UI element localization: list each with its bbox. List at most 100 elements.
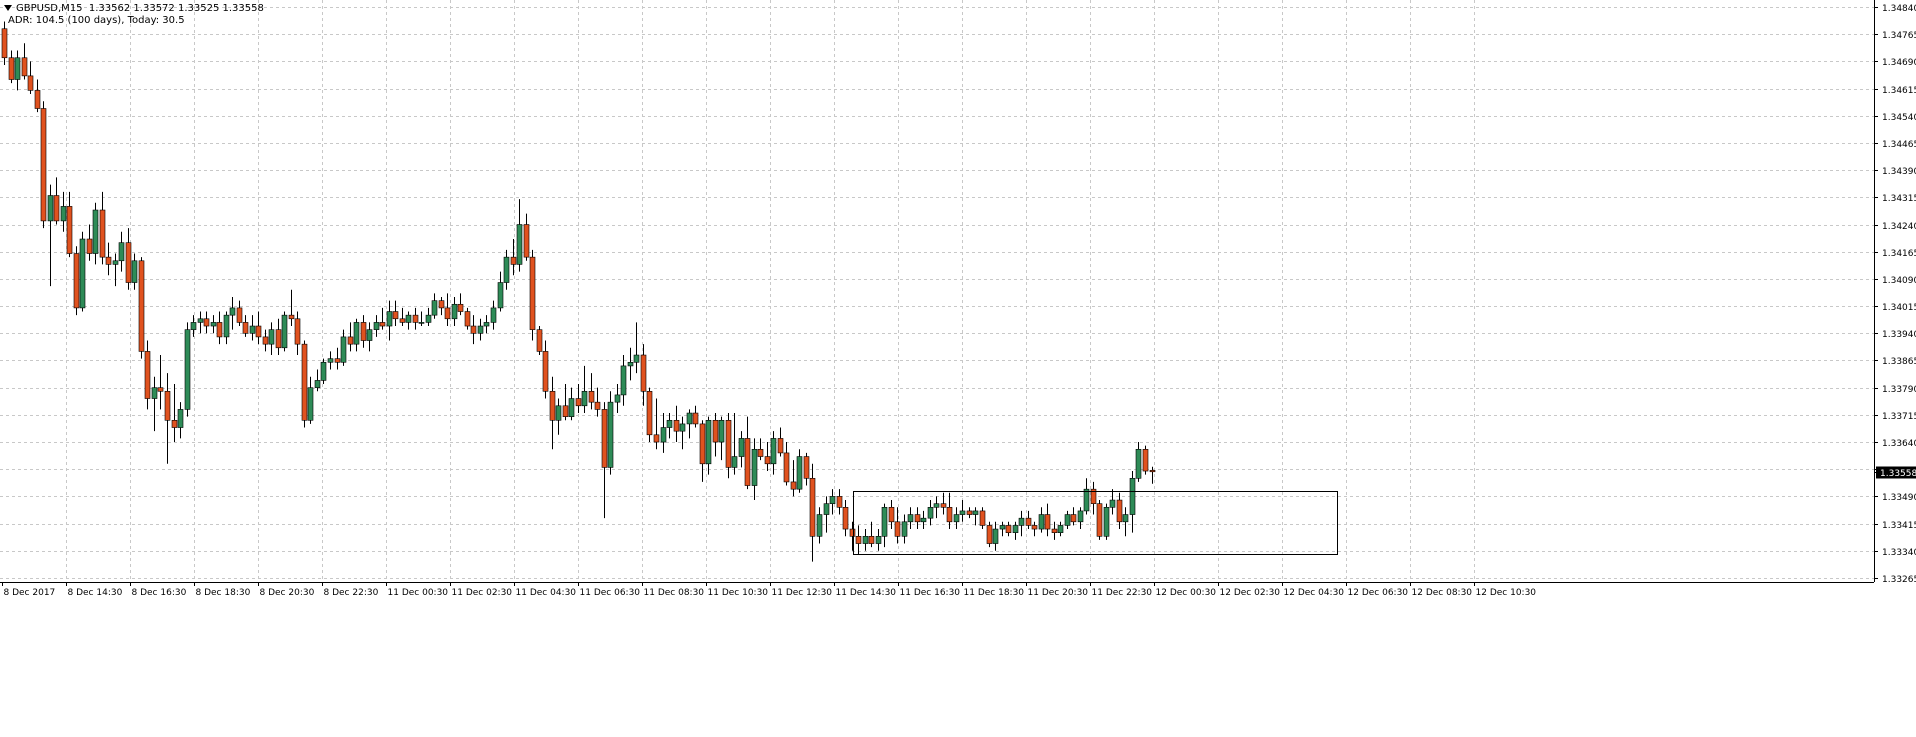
candle-body bbox=[581, 390, 588, 407]
candle-body bbox=[275, 329, 282, 349]
x-tick-label: 11 Dec 16:30 bbox=[900, 588, 961, 598]
candle-body bbox=[1103, 507, 1110, 537]
candle-body bbox=[497, 282, 504, 309]
candle-body bbox=[940, 503, 947, 508]
candle-body bbox=[334, 358, 341, 363]
candle-body bbox=[444, 307, 451, 320]
x-tick-label: 11 Dec 22:30 bbox=[1092, 588, 1153, 598]
candle-body bbox=[307, 387, 314, 421]
y-tick-label: 1.34165 bbox=[1882, 249, 1916, 259]
candle-body bbox=[373, 322, 380, 330]
candle-body bbox=[679, 423, 686, 432]
candle-body bbox=[868, 536, 875, 544]
y-tick-label: 1.34465 bbox=[1882, 140, 1916, 150]
candle-body bbox=[470, 325, 477, 334]
y-tick-label: 1.33790 bbox=[1882, 385, 1916, 395]
candle-body bbox=[829, 496, 836, 504]
candle-body bbox=[881, 507, 888, 537]
x-tick-label: 12 Dec 08:30 bbox=[1412, 588, 1473, 598]
candle-body bbox=[594, 401, 601, 410]
candle-body bbox=[803, 456, 810, 479]
symbol-info: GBPUSD,M15 1.33562 1.33572 1.33525 1.335… bbox=[4, 3, 264, 14]
x-tick-label: 11 Dec 06:30 bbox=[580, 588, 641, 598]
candle-body bbox=[327, 358, 334, 363]
candle-body bbox=[14, 57, 21, 80]
candle-body bbox=[73, 253, 80, 309]
candle-body bbox=[731, 456, 738, 468]
candle-body bbox=[8, 57, 15, 80]
candle-body bbox=[725, 419, 732, 468]
candle-body bbox=[86, 238, 93, 254]
candle-body bbox=[516, 224, 523, 265]
x-tick-label: 12 Dec 00:30 bbox=[1156, 588, 1217, 598]
x-tick-label: 11 Dec 18:30 bbox=[964, 588, 1025, 598]
candle-body bbox=[568, 398, 575, 417]
range-box bbox=[853, 491, 1338, 555]
candle-body bbox=[555, 405, 562, 421]
candle-body bbox=[972, 510, 979, 515]
x-tick-label: 11 Dec 02:30 bbox=[452, 588, 513, 598]
candle-body bbox=[340, 336, 347, 363]
candle-body bbox=[60, 206, 67, 222]
candle-body bbox=[353, 322, 360, 345]
candle-body bbox=[549, 390, 556, 421]
x-tick-label: 8 Dec 18:30 bbox=[196, 588, 251, 598]
candle-body bbox=[809, 478, 816, 537]
candle-body bbox=[660, 427, 667, 443]
candle-body bbox=[653, 434, 660, 443]
candle-body bbox=[536, 329, 543, 352]
candle-body bbox=[705, 419, 712, 465]
axis-layer: 1.34840 1.34765 1.34690 1.34615 1.34540 1.344… bbox=[0, 0, 1916, 598]
x-tick-label: 12 Dec 06:30 bbox=[1348, 588, 1409, 598]
y-tick-label: 1.33640 bbox=[1882, 439, 1916, 449]
candle-body bbox=[744, 438, 751, 486]
x-tick-label: 12 Dec 02:30 bbox=[1220, 588, 1281, 598]
y-tick-label: 1.34015 bbox=[1882, 303, 1916, 313]
candle-body bbox=[959, 510, 966, 515]
y-tick-label: 1.33865 bbox=[1882, 357, 1916, 367]
candle-body bbox=[27, 75, 34, 91]
candle-body bbox=[249, 325, 256, 334]
candle-body bbox=[673, 419, 680, 432]
candle-body bbox=[399, 318, 406, 323]
candle-body bbox=[933, 503, 940, 508]
candle-body bbox=[1109, 499, 1116, 508]
candle-body bbox=[1044, 514, 1051, 530]
candle-body bbox=[268, 329, 275, 345]
candle-body bbox=[477, 325, 484, 334]
x-tick-label: 8 Dec 20:30 bbox=[260, 588, 315, 598]
candle-body bbox=[40, 108, 47, 222]
candle-body bbox=[405, 314, 412, 323]
y-tick-label: 1.33265 bbox=[1882, 575, 1916, 585]
candle-body bbox=[171, 419, 178, 428]
symbol-info-text: GBPUSD,M15 1.33562 1.33572 1.33525 1.335… bbox=[16, 3, 264, 14]
candle-body bbox=[21, 57, 28, 77]
candle-body bbox=[738, 438, 745, 457]
candle-body bbox=[1064, 514, 1071, 526]
candle-body bbox=[1057, 525, 1064, 533]
candle-body bbox=[34, 90, 41, 109]
candle-body bbox=[203, 318, 210, 327]
collapse-triangle-icon[interactable] bbox=[4, 5, 12, 11]
candle-body bbox=[1077, 510, 1084, 523]
candle-body bbox=[953, 514, 960, 523]
y-tick-label: 1.33340 bbox=[1882, 548, 1916, 558]
y-tick-label: 1.34840 bbox=[1882, 4, 1916, 14]
candle-body bbox=[242, 322, 249, 334]
candle-body bbox=[1031, 525, 1038, 530]
candle-body bbox=[927, 507, 934, 519]
candle-body bbox=[620, 365, 627, 396]
candle-body bbox=[66, 206, 73, 254]
candle-body bbox=[777, 438, 784, 454]
candle-body bbox=[503, 256, 510, 283]
candle-body bbox=[901, 521, 908, 537]
candle-body bbox=[907, 514, 914, 523]
candle-body bbox=[764, 456, 771, 465]
candle-body bbox=[718, 419, 725, 443]
candle-body bbox=[125, 242, 132, 283]
y-tick-label: 1.34240 bbox=[1882, 222, 1916, 232]
candle-body bbox=[294, 318, 301, 345]
y-tick-label: 1.34690 bbox=[1882, 58, 1916, 68]
